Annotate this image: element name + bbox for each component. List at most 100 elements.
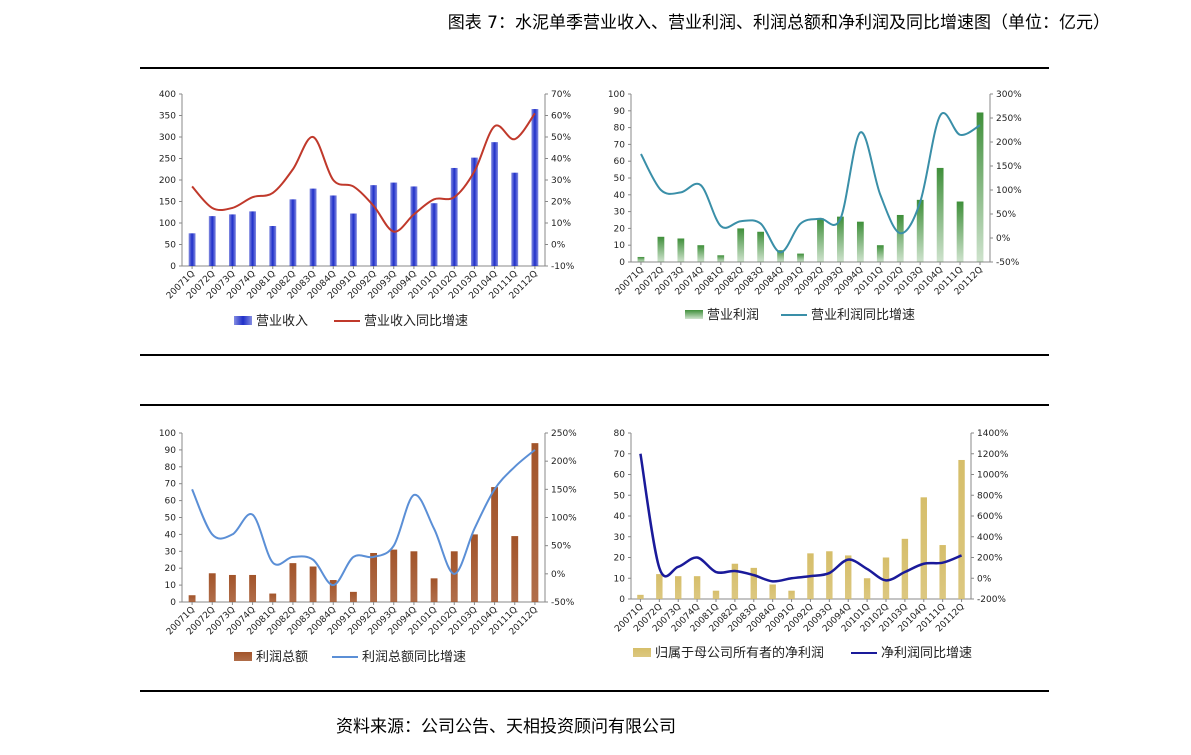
bar xyxy=(837,216,844,262)
growth-rate-line xyxy=(639,453,963,583)
revenue-chart-panel: 0 50 100 150 200 250 300 350 400 -10% 0% 10% 20% 30% 4… xyxy=(140,76,595,346)
bar xyxy=(693,576,701,599)
left-tick-label: 0 xyxy=(619,595,625,605)
right-tick-label: 300% xyxy=(996,90,1022,100)
left-tick-label: 30 xyxy=(614,208,626,218)
bar xyxy=(675,576,682,599)
bar xyxy=(289,199,297,266)
right-tick-label: 800% xyxy=(977,491,1003,501)
left-tick-label: 70 xyxy=(614,450,626,460)
legend-bar-label: 营业收入 xyxy=(256,314,308,329)
legend-line-label: 营业收入同比增速 xyxy=(364,314,468,329)
top-rule xyxy=(140,67,1049,69)
left-tick-label: 30 xyxy=(614,533,626,543)
bar xyxy=(896,214,904,262)
bar xyxy=(470,534,478,602)
right-tick-label: -200% xyxy=(977,595,1006,605)
bar xyxy=(750,567,757,599)
bar xyxy=(450,167,458,266)
left-tick-label: 70 xyxy=(165,480,177,490)
bar xyxy=(863,578,871,599)
right-tick-label: 10% xyxy=(551,219,571,229)
figure-title: 图表 7：水泥单季营业收入、营业利润、利润总额和净利润及同比增速图（单位：亿元） xyxy=(447,13,1110,33)
bar xyxy=(817,218,824,262)
total-profit-chart: 0 10 20 30 40 50 60 70 80 90 100 -50% 0% 50% 100% 150% 2… xyxy=(159,429,577,665)
bar xyxy=(956,201,964,262)
legend-bar-swatch xyxy=(685,310,703,319)
bar xyxy=(511,536,519,602)
bar xyxy=(269,226,277,266)
bar xyxy=(329,195,337,266)
bar xyxy=(717,255,725,262)
bar xyxy=(228,214,236,266)
middle-rule-upper xyxy=(140,354,1049,356)
left-tick-label: 80 xyxy=(614,124,626,134)
right-tick-label: 30% xyxy=(551,176,571,186)
bar xyxy=(939,545,946,599)
bar xyxy=(769,584,776,599)
bar xyxy=(920,497,927,599)
legend-bar-label: 归属于母公司所有者的净利润 xyxy=(655,645,824,661)
revenue-chart: 0 50 100 150 200 250 300 350 400 -10% 0% 10% 20% 30% 4… xyxy=(159,90,575,329)
bar xyxy=(697,245,705,262)
right-tick-label: 0% xyxy=(551,241,566,251)
right-tick-label: 50% xyxy=(551,542,571,552)
right-tick-label: 400% xyxy=(977,533,1003,543)
right-tick-label: -50% xyxy=(996,258,1020,268)
left-tick-label: 80 xyxy=(165,463,177,473)
total-profit-chart-panel: 0 10 20 30 40 50 60 70 80 90 100 -50% 0% 50% 100% 150% 2… xyxy=(140,415,595,685)
bar xyxy=(901,538,909,599)
right-tick-label: 200% xyxy=(977,554,1003,564)
right-tick-label: 600% xyxy=(977,512,1003,522)
bar xyxy=(470,157,478,266)
left-tick-label: 60 xyxy=(165,497,177,507)
right-tick-label: 250% xyxy=(551,429,577,439)
right-tick-label: 100% xyxy=(996,186,1022,196)
right-tick-label: 1400% xyxy=(977,429,1009,439)
left-tick-label: 20 xyxy=(165,564,177,574)
bar xyxy=(349,213,357,266)
operating-profit-chart-panel: 0 10 20 30 40 50 60 70 80 90 100 -50% 0% 50% 100% 150% 2… xyxy=(595,76,1050,346)
left-tick-label: 60 xyxy=(614,471,626,481)
bar xyxy=(936,167,944,262)
left-tick-label: 50 xyxy=(165,514,177,524)
legend-bar-label: 营业利润 xyxy=(707,308,759,323)
bar xyxy=(757,231,765,262)
left-tick-label: 200 xyxy=(159,176,176,186)
bar xyxy=(976,112,984,262)
left-tick-label: 40 xyxy=(614,191,626,201)
left-tick-label: 100 xyxy=(608,90,625,100)
left-tick-label: 60 xyxy=(614,157,626,167)
bar xyxy=(249,211,257,266)
bar xyxy=(737,228,745,262)
growth-rate-line xyxy=(191,112,536,233)
left-tick-label: 20 xyxy=(614,554,626,564)
bar xyxy=(269,593,277,602)
right-tick-label: 1200% xyxy=(977,450,1009,460)
bar xyxy=(637,594,644,599)
bar xyxy=(677,238,685,262)
bar xyxy=(637,256,645,262)
bar xyxy=(826,551,833,599)
left-tick-label: 0 xyxy=(170,262,176,272)
bar xyxy=(430,578,438,602)
right-tick-label: 100% xyxy=(551,514,577,524)
right-tick-label: 150% xyxy=(996,162,1022,172)
right-tick-label: 250% xyxy=(996,114,1022,124)
left-tick-label: 90 xyxy=(165,446,177,456)
left-tick-label: 30 xyxy=(165,547,177,557)
legend-line-label: 营业利润同比增速 xyxy=(811,308,915,323)
legend-bar-swatch xyxy=(234,316,252,325)
right-tick-label: 0% xyxy=(551,570,566,580)
bar xyxy=(349,591,357,602)
bar xyxy=(882,557,890,599)
bar xyxy=(958,459,965,599)
right-tick-label: 0% xyxy=(996,234,1011,244)
bar xyxy=(916,199,924,262)
bar xyxy=(309,566,317,602)
bar xyxy=(289,563,297,602)
bar xyxy=(531,443,539,602)
legend-bar-label: 利润总额 xyxy=(256,650,308,665)
bar xyxy=(208,216,216,266)
net-profit-chart: 0 10 20 30 40 50 60 70 80 -200% 0% 200% 400% 600% 800%… xyxy=(613,429,1009,661)
